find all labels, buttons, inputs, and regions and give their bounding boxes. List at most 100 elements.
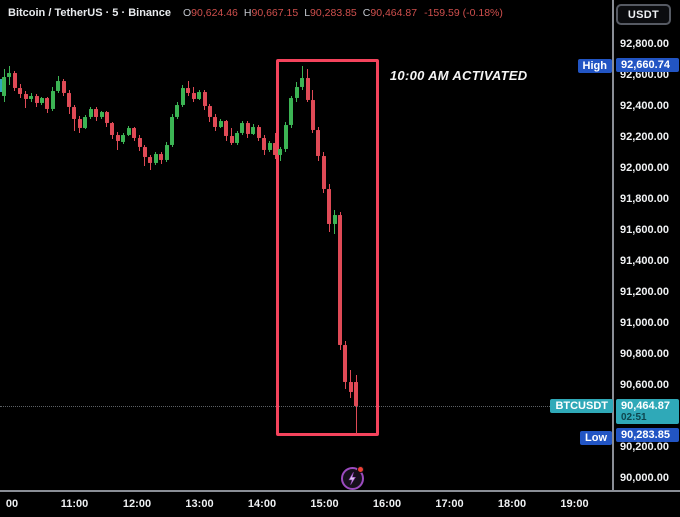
candle-body	[132, 128, 137, 138]
annotation-text-drawing[interactable]: 10:00 AM ACTIVATED	[389, 68, 528, 84]
symbol-header: Bitcoin / TetherUS · 5 · Binance O90,624.…	[8, 7, 503, 19]
candle-body	[207, 105, 212, 118]
candle-body	[338, 215, 343, 346]
candle-body	[45, 98, 50, 109]
candle-body	[29, 95, 34, 99]
ohlc-close-value: 90,464.87	[370, 7, 418, 19]
bar-countdown: 02:51	[621, 412, 647, 424]
time-tick-label: 18:00	[497, 498, 527, 510]
candle-wick	[25, 91, 27, 109]
candle-body	[72, 107, 77, 120]
candle-body	[23, 94, 28, 99]
symbol-marker-tag: BTCUSDT	[550, 398, 613, 413]
candle-body	[273, 143, 277, 155]
candle-body	[300, 78, 305, 87]
high-price-axis-label: 92,660.74	[616, 58, 679, 73]
candle-body	[175, 105, 180, 118]
price-tick-label: 90,600.00	[620, 378, 669, 391]
candle-body	[2, 77, 6, 96]
chart-pane[interactable]: 10:00 AM ACTIVATED	[0, 0, 612, 490]
candle-body	[283, 125, 288, 150]
high-price-value: 92,660.74	[621, 59, 670, 72]
candle-body	[56, 81, 61, 92]
candle-body	[262, 137, 267, 151]
candle-body	[50, 91, 55, 109]
candle-body	[202, 91, 207, 106]
currency-toggle-button[interactable]: USDT	[615, 4, 671, 25]
candle-body	[327, 188, 332, 225]
candle-wick	[301, 66, 303, 90]
low-price-axis-label: 90,283.85	[616, 428, 679, 443]
last-price-axis-label: 90,464.87 02:51	[616, 399, 679, 425]
price-axis[interactable]: 90,000.0090,200.0090,400.0090,600.0090,8…	[612, 0, 680, 490]
clipped-label-fragment	[0, 79, 3, 92]
candle-body	[164, 144, 169, 161]
candle-body	[110, 122, 115, 136]
candle-body	[77, 119, 82, 128]
candle-body	[235, 132, 240, 144]
candle-body	[170, 117, 175, 145]
candle-body	[34, 95, 39, 103]
ohlc-open-value: 90,624.46	[191, 7, 238, 19]
candle-body	[99, 112, 104, 118]
price-tick-label: 91,600.00	[620, 224, 669, 237]
candle-body	[240, 122, 245, 133]
price-tick-label: 90,800.00	[620, 347, 669, 360]
price-tick-label: 91,000.00	[620, 317, 669, 329]
candle-body	[18, 88, 23, 95]
time-tick-label: 00	[5, 498, 19, 510]
candle-body	[67, 92, 72, 108]
candle-body	[343, 345, 348, 383]
candle-body	[159, 153, 164, 161]
candle-body	[153, 153, 158, 164]
highlight-rectangle-drawing[interactable]	[275, 59, 380, 437]
price-tick-label: 90,000.00	[620, 471, 669, 484]
candle-body	[121, 134, 126, 142]
candle-body	[142, 146, 147, 157]
candle-body	[94, 108, 99, 118]
candle-body	[354, 381, 359, 407]
time-tick-label: 11:00	[60, 498, 89, 510]
low-marker-tag: Low	[580, 430, 612, 445]
price-tick-label: 91,800.00	[620, 193, 669, 206]
candle-body	[289, 98, 294, 126]
price-tick-label: 92,400.00	[620, 100, 669, 113]
ohlc-high-label: H	[243, 7, 252, 19]
candle-body	[12, 73, 17, 89]
ohlc-close-label: C	[362, 7, 371, 19]
time-tick-label: 14:00	[247, 498, 277, 510]
symbol-title[interactable]: Bitcoin / TetherUS · 5 · Binance	[8, 7, 171, 19]
candle-body	[61, 81, 66, 93]
candle-body	[245, 122, 250, 134]
candle-body	[294, 86, 299, 99]
notification-dot-icon	[357, 466, 364, 473]
time-axis[interactable]: 00 11:00 12:00 13:00 14:00 15:00 16:00 17:00 18:…	[0, 490, 680, 517]
high-marker-tag: High	[577, 58, 612, 73]
candle-wick	[117, 132, 119, 150]
candle-body	[310, 99, 315, 130]
quick-trade-icon-button[interactable]	[341, 466, 364, 490]
candle-body	[39, 98, 44, 103]
ohlc-high-value: 90,667.15	[251, 7, 299, 19]
candle-body	[115, 135, 120, 142]
price-tick-label: 92,200.00	[620, 131, 669, 144]
time-tick-label: 17:00	[435, 498, 464, 510]
candle-body	[104, 112, 109, 123]
candle-body	[321, 156, 326, 189]
ohlc-low-label: L	[304, 7, 311, 19]
price-tick-label: 92,800.00	[620, 38, 669, 51]
candle-body	[83, 117, 88, 128]
price-tick-label: 92,600.00	[620, 69, 669, 82]
candle-body	[332, 215, 337, 225]
candle-body	[305, 78, 310, 100]
candle-body	[197, 91, 202, 99]
time-tick-label: 16:00	[372, 498, 402, 510]
candle-body	[251, 126, 256, 134]
low-price-value: 90,283.85	[621, 429, 670, 442]
time-tick-label: 15:00	[310, 498, 339, 510]
candle-body	[191, 92, 196, 99]
candle-body	[180, 88, 185, 106]
candle-body	[218, 121, 223, 127]
candle-body	[224, 121, 229, 137]
